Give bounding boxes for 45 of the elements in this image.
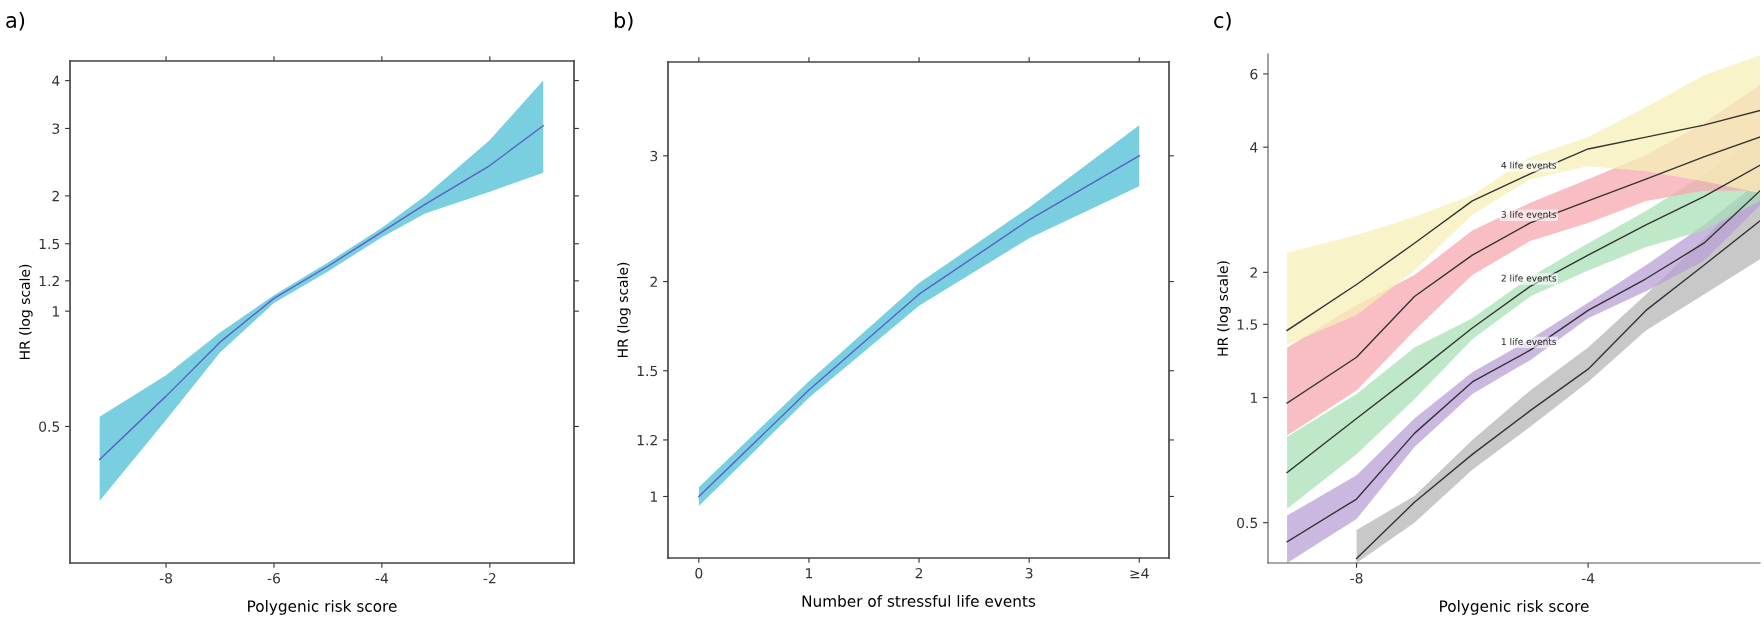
x-tick-label: -4 [375,573,389,584]
y-tick-label: 1.2 [39,275,59,287]
y-tick-label: 1.5 [637,365,658,377]
y-tick-label: 4 [52,75,60,86]
series-label: 2 life events [1501,274,1557,282]
y-tick-label: 4 [1250,142,1258,153]
x-tick-label: 1 [806,568,813,579]
y-axis-title: HR (log scale) [19,264,33,359]
y-tick-label: 1 [52,306,59,317]
x-tick-label: 3 [1025,567,1033,579]
y-tick-label: 2 [650,276,657,287]
y-tick-label: 1 [650,491,657,502]
y-tick-label: 1.2 [637,434,657,446]
y-tick-label: 1.5 [1237,319,1258,330]
x-tick-label: -8 [1350,572,1363,584]
x-tick-label: -4 [1581,573,1595,584]
chart-title: a) [6,11,25,31]
y-tick-label: 6 [1250,68,1258,80]
series-label: 1 life events [1501,338,1557,346]
y-axis-title: HR (log scale) [1217,261,1231,356]
y-tick-label: 2 [52,190,59,202]
series-label: 4 life events [1501,161,1557,169]
series-label: 3 life events [1501,210,1557,218]
line-series [1286,136,1760,404]
x-tick-label: 2 [915,567,923,579]
y-tick-label: 1 [1250,392,1257,403]
line-series [1286,109,1760,332]
chart-title: c) [1214,11,1231,31]
x-tick-label: -2 [483,572,496,584]
y-tick-label: 3 [650,150,658,162]
y-tick-label: 3 [52,123,60,134]
x-axis-title: Number of stressful life events [802,595,1036,607]
chart-title: b) [614,11,633,31]
y-tick-label: 0.5 [39,421,60,432]
x-axis-title: Polygenic risk score [248,600,397,615]
y-tick-label: 1.5 [39,238,60,250]
y-axis-title: HR (log scale) [617,262,631,357]
x-tick-label: 0 [695,567,703,579]
line-series [98,124,544,461]
x-tick-label: -6 [267,572,281,584]
y-tick-label: 0.5 [1237,517,1258,529]
x-tick-label: ≥4 [1130,568,1149,579]
x-axis-title: Polygenic risk score [1440,600,1589,615]
y-tick-label: 2 [1250,267,1257,278]
x-tick-label: -8 [159,572,173,584]
